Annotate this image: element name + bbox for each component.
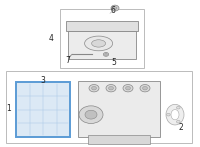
Circle shape (123, 85, 133, 92)
Ellipse shape (171, 110, 179, 120)
Text: 7: 7 (66, 56, 70, 65)
Circle shape (176, 106, 180, 109)
Text: 3: 3 (41, 76, 45, 85)
Circle shape (167, 113, 170, 116)
Text: 1: 1 (7, 103, 11, 113)
Circle shape (143, 86, 147, 90)
Ellipse shape (166, 104, 184, 125)
Bar (78, 81, 160, 137)
Circle shape (113, 7, 117, 9)
Circle shape (103, 52, 109, 56)
Bar (16, 82, 70, 137)
Circle shape (111, 5, 119, 11)
Ellipse shape (85, 36, 113, 51)
Polygon shape (66, 21, 138, 31)
Bar (88, 135, 150, 144)
Circle shape (126, 86, 130, 90)
Circle shape (106, 85, 116, 92)
Ellipse shape (92, 40, 106, 47)
Circle shape (105, 54, 107, 55)
Bar (60, 9, 144, 68)
Circle shape (140, 85, 150, 92)
Text: 5: 5 (112, 58, 116, 67)
Text: 4: 4 (49, 34, 53, 44)
Bar (6, 71, 192, 143)
Text: 6: 6 (111, 6, 115, 15)
Circle shape (85, 110, 97, 119)
Text: 2: 2 (179, 123, 183, 132)
Circle shape (92, 86, 96, 90)
Bar (68, 31, 136, 59)
Circle shape (89, 85, 99, 92)
Circle shape (79, 106, 103, 123)
Circle shape (109, 86, 113, 90)
Circle shape (176, 120, 180, 123)
